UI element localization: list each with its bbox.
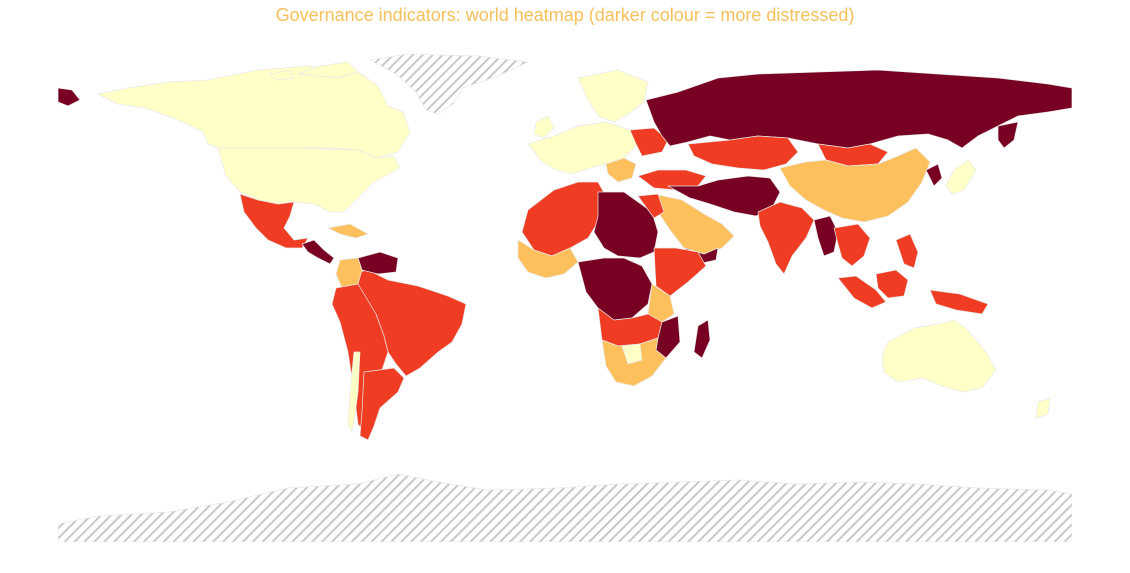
argentina xyxy=(359,367,405,441)
myanmar xyxy=(813,215,839,257)
egypt xyxy=(637,193,665,219)
british-isles xyxy=(533,115,555,139)
korea-japan xyxy=(925,163,943,187)
map-title: Governance indicators: world heatmap (da… xyxy=(275,5,855,25)
southeast-asia-mainland xyxy=(833,223,871,267)
libya-sahel xyxy=(593,191,659,259)
borneo-sulawesi xyxy=(875,269,909,299)
central-america xyxy=(301,239,335,265)
antarctica xyxy=(58,473,1072,542)
philippines xyxy=(895,233,919,269)
chile-strip xyxy=(347,351,361,433)
australia xyxy=(881,319,997,393)
madagascar xyxy=(693,319,711,359)
east-africa xyxy=(647,283,675,323)
world-heatmap xyxy=(58,52,1072,542)
colombia xyxy=(335,257,363,289)
papua xyxy=(929,289,989,315)
mexico xyxy=(239,193,309,249)
venezuela xyxy=(357,251,399,275)
kamchatka xyxy=(997,121,1019,149)
indonesia-west xyxy=(837,275,887,309)
new-zealand xyxy=(1035,397,1051,419)
india xyxy=(757,201,815,275)
west-africa xyxy=(517,239,579,279)
united-states xyxy=(217,147,401,213)
kazakhstan xyxy=(687,135,799,171)
canada-islands xyxy=(269,61,359,81)
central-africa xyxy=(577,257,653,321)
world-map-svg xyxy=(58,53,1072,542)
arabia xyxy=(653,193,735,255)
ukraine-belarus xyxy=(629,127,669,157)
scandinavia xyxy=(577,69,649,123)
japan xyxy=(945,159,977,195)
balkans xyxy=(605,157,637,183)
alaska-canada xyxy=(97,65,411,159)
caribbean xyxy=(327,223,369,239)
botswana xyxy=(621,343,643,365)
middle-east-iran-afghanistan xyxy=(667,175,781,217)
north-africa-west xyxy=(521,181,609,257)
horn-of-africa xyxy=(653,247,707,297)
caucasus-turkey xyxy=(637,169,707,191)
eastern-russia-alaska-tip xyxy=(58,87,81,107)
greenland xyxy=(369,53,529,115)
china xyxy=(779,147,931,223)
russia xyxy=(645,69,1072,149)
